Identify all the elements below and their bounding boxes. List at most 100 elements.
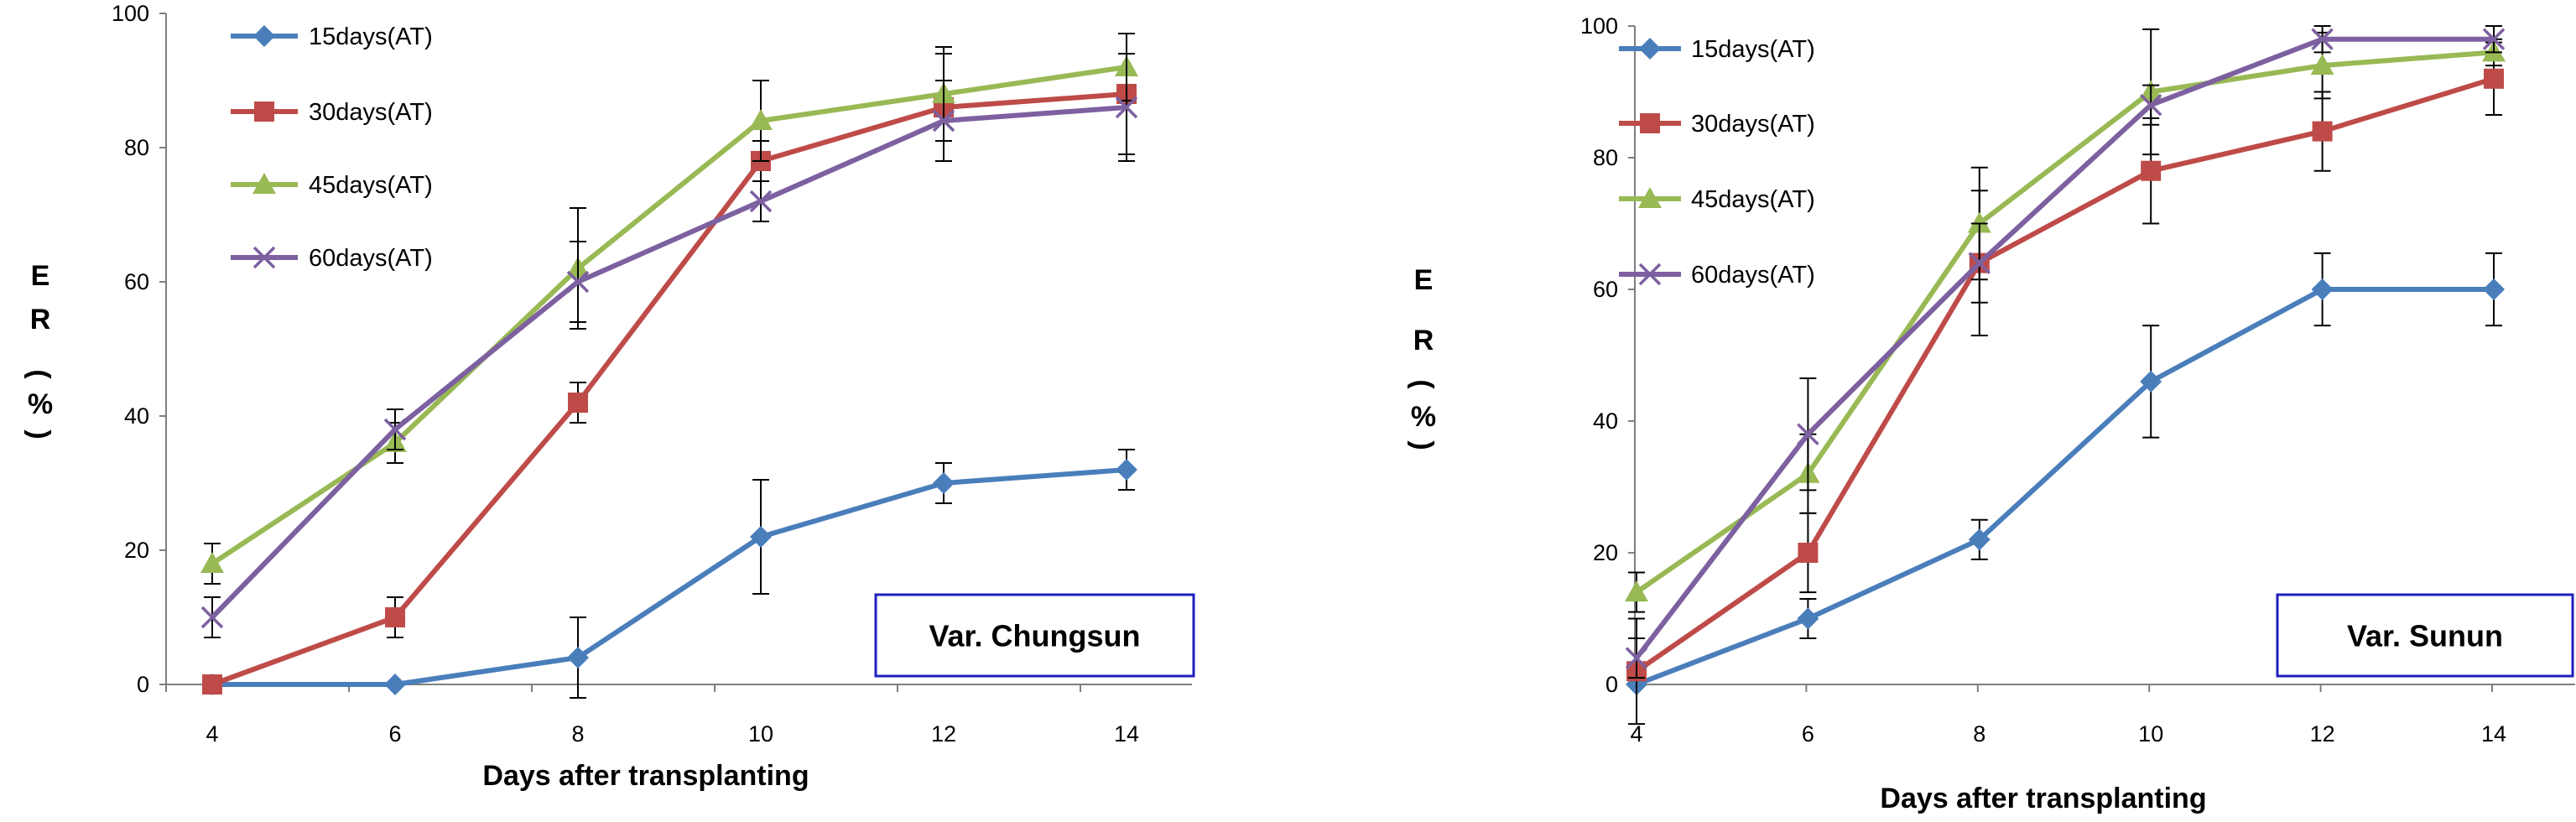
legend-label: 60days(AT)	[309, 245, 433, 272]
data-point	[384, 674, 406, 695]
x-tick-label: 4	[1630, 721, 1642, 747]
annotation-label: Var. Sunun	[2347, 619, 2503, 653]
data-point	[2483, 278, 2505, 300]
y-tick-label: 80	[124, 135, 149, 160]
data-point	[1625, 647, 1648, 669]
series-line	[212, 467, 1127, 687]
series-line	[211, 91, 1127, 687]
y-axis-title-part: %	[1411, 401, 1436, 433]
series-60days(AT)	[1625, 25, 2506, 679]
legend-label: 30days(AT)	[309, 99, 433, 126]
data-point	[566, 270, 590, 294]
annotation-box	[2276, 593, 2574, 678]
data-point	[567, 647, 589, 669]
y-tick-label: 60	[124, 269, 149, 294]
data-point	[200, 552, 224, 573]
data-point	[749, 109, 773, 130]
data-point	[2140, 370, 2162, 393]
y-axis-title-part: E	[31, 260, 50, 292]
legend-entry: 15days(AT)	[1619, 36, 1815, 63]
data-point	[1115, 96, 1138, 119]
data-point	[750, 526, 772, 548]
data-point	[2139, 93, 2162, 117]
x-axis-title: Days after transplanting	[482, 760, 809, 792]
chart-panel-2: 0 20 40 60 80 100 4 6 8 10 12 14 Days after transpla…	[1407, 13, 2575, 814]
legend-marker	[1638, 263, 1662, 286]
x-tick-label: 10	[748, 721, 773, 747]
data-point	[1967, 211, 1991, 233]
data-point	[1798, 543, 1819, 563]
legend-entry: 45days(AT)	[1619, 186, 1815, 213]
data-point	[200, 606, 224, 629]
legend-entry: 45days(AT)	[231, 172, 433, 199]
data-point	[2311, 28, 2334, 50]
legend-entry: 30days(AT)	[231, 99, 433, 126]
legend-label: 60days(AT)	[1691, 262, 1815, 289]
y-axis-title-part: (	[1407, 379, 1439, 389]
y-tick-label: 40	[124, 403, 149, 429]
series-line	[211, 65, 1127, 566]
x-tick-label: 10	[2138, 721, 2163, 747]
legend-marker	[1639, 38, 1661, 60]
data-point	[2484, 68, 2504, 89]
data-point	[932, 109, 955, 133]
x-tick-label: 12	[2310, 721, 2335, 747]
data-point	[2310, 54, 2334, 75]
series-line	[1635, 75, 2495, 674]
annotation-box	[874, 593, 1195, 678]
data-point	[2482, 28, 2506, 50]
data-point	[749, 190, 773, 213]
data-point	[2141, 160, 2162, 181]
data-point	[568, 393, 588, 413]
legend-entry: 60days(AT)	[231, 245, 433, 272]
x-tick-label: 6	[388, 721, 401, 747]
chart-panel-1: 0 20 40 60 80 100 4 6 8 10 12 14 Days after transpla…	[23, 1, 1195, 792]
legend-entry: 30days(AT)	[1619, 111, 1815, 138]
variety-annotation: Var. Sunun	[2276, 593, 2574, 678]
legend-marker	[253, 25, 275, 47]
y-tick-label: 80	[1593, 145, 1618, 170]
series-line	[1635, 49, 2495, 595]
y-axis-title-part: (	[23, 369, 55, 379]
variety-annotation: Var. Chungsun	[874, 593, 1195, 678]
y-tick-label: 0	[1605, 672, 1618, 697]
data-point	[202, 674, 222, 695]
legend-label: 30days(AT)	[1691, 111, 1815, 138]
y-tick-label: 20	[124, 538, 149, 563]
series-line	[210, 105, 1127, 620]
legend-marker	[254, 101, 274, 122]
x-tick-label: 8	[571, 721, 584, 747]
series-line	[1635, 287, 2494, 687]
x-tick-label: 4	[206, 721, 218, 747]
y-tick-label: 20	[1593, 540, 1618, 565]
data-point	[2311, 278, 2334, 300]
legend-marker	[1640, 113, 1660, 133]
y-axis-title-part: %	[28, 388, 53, 420]
y-tick-label: 40	[1593, 408, 1618, 434]
y-tick-label: 0	[137, 672, 149, 697]
series-60days(AT)	[200, 53, 1138, 638]
data-point	[383, 418, 407, 441]
y-axis-title-part: )	[23, 429, 55, 439]
data-point	[1116, 459, 1137, 481]
legend-label: 45days(AT)	[1691, 186, 1815, 213]
x-tick-label: 14	[2481, 721, 2506, 747]
series-line	[1634, 36, 2494, 660]
data-point	[385, 607, 405, 627]
data-point	[1968, 528, 1991, 551]
data-point	[1625, 580, 1648, 602]
legend-entry: 60days(AT)	[1619, 262, 1815, 289]
legend-marker	[252, 246, 276, 269]
legend-entry: 15days(AT)	[231, 23, 433, 50]
x-tick-label: 12	[931, 721, 956, 747]
annotation-label: Var. Chungsun	[929, 619, 1140, 653]
data-point	[1797, 607, 1819, 630]
data-point	[1797, 423, 1819, 445]
legend-label: 15days(AT)	[1691, 36, 1815, 63]
x-axis-title: Days after transplanting	[1880, 783, 2206, 814]
y-axis-title-part: R	[30, 304, 51, 336]
legend-marker	[1638, 187, 1662, 208]
y-tick-label: 100	[1580, 13, 1618, 39]
y-axis-title-part: R	[1413, 325, 1434, 356]
